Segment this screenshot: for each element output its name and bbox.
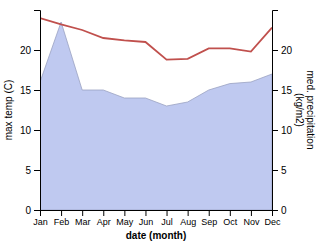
y2-axis-title-line: med. precipitation xyxy=(305,71,316,150)
tick: 5 xyxy=(272,165,287,176)
tick: Jul xyxy=(161,210,173,227)
tick-label: Jan xyxy=(33,217,48,227)
y2-axis-title-line: (kg/m2) xyxy=(294,93,305,127)
tick: Sep xyxy=(201,210,217,227)
axis-line xyxy=(41,211,273,217)
tick-mark xyxy=(34,210,40,211)
tick-label: May xyxy=(116,217,134,227)
tick-mark xyxy=(61,210,62,216)
tick-mark xyxy=(272,50,278,51)
tick-label: 0 xyxy=(281,205,287,216)
tick: Aug xyxy=(180,210,196,227)
tick-label: Jul xyxy=(161,217,173,227)
tick-mark xyxy=(209,210,210,216)
tick-label: 15 xyxy=(281,85,293,96)
tick-mark xyxy=(103,210,104,216)
tick-label: Mar xyxy=(75,217,91,227)
tick-mark xyxy=(82,210,83,216)
tick-label: 10 xyxy=(20,125,32,136)
tick-label: 0 xyxy=(25,205,31,216)
tick-label: Dec xyxy=(264,217,281,227)
y-axis: 0 5 10 15 20 xyxy=(20,11,41,216)
tick-label: 5 xyxy=(281,165,287,176)
x-axis: Jan Feb Mar Apr May Jun Jul Aug Sep Oct Nov Dec xyxy=(33,210,281,227)
tick-label: Jun xyxy=(139,217,154,227)
tick-mark xyxy=(34,170,40,171)
tick-mark xyxy=(34,90,40,91)
tick: Feb xyxy=(54,210,70,227)
tick: Jun xyxy=(139,210,154,227)
tick: Dec xyxy=(264,210,281,227)
tick: 10 xyxy=(20,125,40,136)
tick-label: Feb xyxy=(54,217,70,227)
tick: 0 xyxy=(272,205,287,216)
y-axis-title: max temp (C) xyxy=(3,80,14,141)
tick-mark xyxy=(124,210,125,216)
tick: Jan xyxy=(33,210,48,227)
tick-label: 20 xyxy=(20,45,32,56)
tick: 15 xyxy=(20,85,40,96)
tick-label: 20 xyxy=(281,45,293,56)
tick-mark xyxy=(272,130,278,131)
marks xyxy=(40,18,272,210)
tick: 15 xyxy=(272,85,293,96)
tick: May xyxy=(116,210,134,227)
axis-line xyxy=(34,11,41,211)
x-axis-title: date (month) xyxy=(126,230,187,241)
tick: 0 xyxy=(25,205,40,216)
tick-label: 15 xyxy=(20,85,32,96)
tick: 5 xyxy=(25,165,40,176)
tick-mark xyxy=(272,170,278,171)
tick: Apr xyxy=(97,210,111,227)
tick-mark xyxy=(272,90,278,91)
tick-mark xyxy=(230,210,231,216)
tick-label: 5 xyxy=(25,165,31,176)
tick-mark xyxy=(272,210,278,211)
tick-label: Aug xyxy=(180,217,196,227)
tick: 10 xyxy=(272,125,293,136)
tick-label: Sep xyxy=(201,217,217,227)
y2-axis-title: med. precipitation(kg/m2) xyxy=(294,71,316,150)
tick: 20 xyxy=(20,45,40,56)
tick-label: Apr xyxy=(97,217,111,227)
tick: Oct xyxy=(223,210,238,227)
tick-mark xyxy=(251,210,252,216)
temp-line xyxy=(40,18,272,60)
tick-label: Nov xyxy=(243,217,260,227)
tick-mark xyxy=(34,50,40,51)
chart: JanFebMarAprMayJunJulAugSepOctNovDec0510… xyxy=(0,0,318,244)
tick: Mar xyxy=(75,210,91,227)
tick-label: 10 xyxy=(281,125,293,136)
plot: JanFebMarAprMayJunJulAugSepOctNovDec0510… xyxy=(3,11,316,242)
tick-mark xyxy=(145,210,146,216)
tick: 20 xyxy=(272,45,293,56)
tick-mark xyxy=(167,210,168,216)
y2-axis: 0 5 10 15 20 xyxy=(272,11,293,216)
tick-mark xyxy=(188,210,189,216)
tick: Nov xyxy=(243,210,260,227)
tick-label: Oct xyxy=(223,217,238,227)
tick-mark xyxy=(34,130,40,131)
axis-line xyxy=(273,11,279,211)
